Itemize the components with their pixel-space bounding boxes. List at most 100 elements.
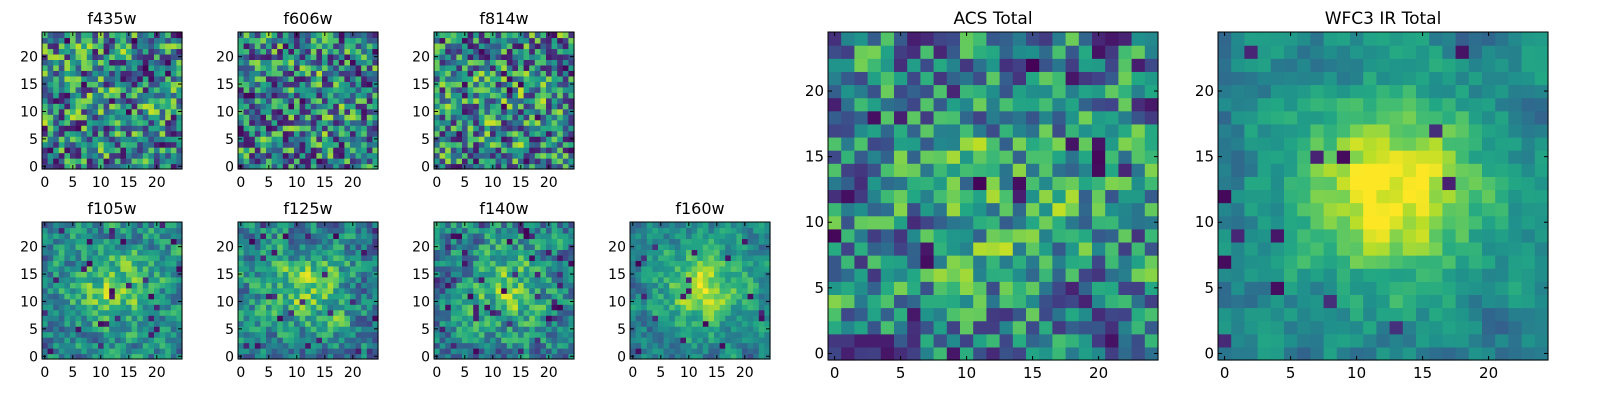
- heatmap-cell: [462, 86, 469, 93]
- heatmap-cell: [1078, 281, 1093, 295]
- heatmap-cell: [126, 114, 133, 121]
- y-tick-label: 5: [29, 322, 38, 338]
- y-tick-label: 5: [225, 132, 234, 148]
- heatmap-cell: [562, 163, 569, 170]
- x-tick-label: 15: [316, 175, 334, 191]
- heatmap-cell: [747, 276, 754, 283]
- heatmap-cell: [53, 75, 60, 82]
- heatmap-cell: [260, 293, 267, 300]
- heatmap-cell: [131, 249, 138, 256]
- heatmap-cell: [333, 130, 340, 137]
- heatmap-cell: [473, 320, 480, 327]
- heatmap-cell: [327, 75, 334, 82]
- heatmap-cell: [697, 353, 704, 360]
- heatmap-cell: [686, 232, 693, 240]
- heatmap-cell: [478, 114, 485, 121]
- heatmap-cell: [708, 287, 715, 294]
- heatmap-cell: [114, 282, 121, 289]
- heatmap-cell: [960, 176, 974, 191]
- heatmap-cell: [350, 158, 357, 165]
- heatmap-cell: [288, 108, 295, 115]
- heatmap-cell: [316, 64, 323, 71]
- heatmap-cell: [81, 287, 88, 294]
- heatmap-cell: [456, 59, 463, 66]
- heatmap-cell: [260, 103, 267, 110]
- heatmap-cell: [372, 337, 379, 344]
- heatmap-cell: [686, 260, 693, 267]
- heatmap-cell: [753, 282, 760, 289]
- heatmap-cell: [501, 276, 508, 283]
- heatmap-cell: [355, 320, 362, 327]
- heatmap-cell: [148, 304, 155, 311]
- heatmap-cell: [697, 298, 704, 305]
- heatmap-cell: [641, 249, 648, 256]
- heatmap-cell: [1026, 320, 1040, 335]
- heatmap-cell: [366, 243, 373, 250]
- heatmap-cell: [120, 147, 127, 154]
- heatmap-cell: [327, 163, 334, 170]
- heatmap-cell: [114, 331, 121, 338]
- heatmap-cell: [534, 293, 541, 300]
- heatmap-cell: [478, 130, 485, 137]
- heatmap-cell: [478, 136, 485, 143]
- heatmap-cell: [495, 326, 502, 333]
- heatmap-cell: [75, 114, 82, 121]
- heatmap-cell: [652, 326, 659, 333]
- heatmap-cell: [344, 158, 351, 165]
- heatmap-cell: [322, 97, 329, 104]
- heatmap-cell: [999, 346, 1014, 361]
- heatmap-cell: [254, 152, 261, 159]
- heatmap-cell: [109, 48, 116, 55]
- heatmap-cell: [75, 32, 82, 39]
- heatmap-cell: [154, 141, 161, 148]
- heatmap-cell: [506, 304, 513, 311]
- heatmap-cell: [702, 315, 709, 322]
- heatmap-cell: [64, 353, 71, 360]
- heatmap-cell: [75, 243, 82, 250]
- heatmap-cell: [81, 59, 88, 66]
- heatmap-cell: [53, 298, 60, 305]
- heatmap-cell: [75, 271, 82, 278]
- heatmap-cell: [148, 81, 155, 88]
- heatmap-cell: [973, 320, 987, 335]
- heatmap-cell: [986, 268, 1001, 282]
- heatmap-cell: [445, 320, 452, 327]
- heatmap-cell: [529, 337, 536, 344]
- heatmap-cell: [562, 222, 569, 229]
- heatmap-cell: [702, 309, 709, 316]
- heatmap-cell: [148, 125, 155, 132]
- heatmap-cell: [1131, 228, 1146, 243]
- heatmap-cell: [305, 48, 312, 55]
- heatmap-cell: [131, 141, 138, 148]
- heatmap-cell: [299, 136, 306, 143]
- heatmap-cell: [506, 86, 513, 93]
- heatmap-cell: [322, 70, 329, 77]
- heatmap-cell: [501, 353, 508, 360]
- heatmap-cell: [658, 260, 665, 267]
- heatmap-cell: [680, 260, 687, 267]
- heatmap-cell: [344, 326, 351, 333]
- heatmap-cell: [1118, 333, 1133, 348]
- heatmap-cell: [456, 32, 463, 39]
- heatmap-cell: [299, 103, 306, 110]
- heatmap-cell: [646, 243, 653, 250]
- heatmap-cell: [518, 320, 525, 327]
- heatmap-cell: [355, 81, 362, 88]
- heatmap-cell: [322, 136, 329, 143]
- heatmap-cell: [271, 276, 278, 283]
- heatmap-cell: [75, 152, 82, 159]
- heatmap-cell: [540, 238, 547, 245]
- heatmap-cell: [98, 119, 105, 126]
- heatmap-cell: [568, 42, 575, 50]
- x-tick-label: 10: [484, 365, 502, 381]
- heatmap-cell: [53, 326, 60, 333]
- heatmap-cell: [299, 125, 306, 132]
- heatmap-cell: [92, 282, 99, 289]
- heatmap-cell: [434, 59, 441, 66]
- heatmap-cell: [137, 147, 144, 154]
- heatmap-cell: [86, 158, 93, 165]
- heatmap-cell: [154, 136, 161, 143]
- heatmap-cell: [462, 309, 469, 316]
- heatmap-cell: [973, 189, 987, 204]
